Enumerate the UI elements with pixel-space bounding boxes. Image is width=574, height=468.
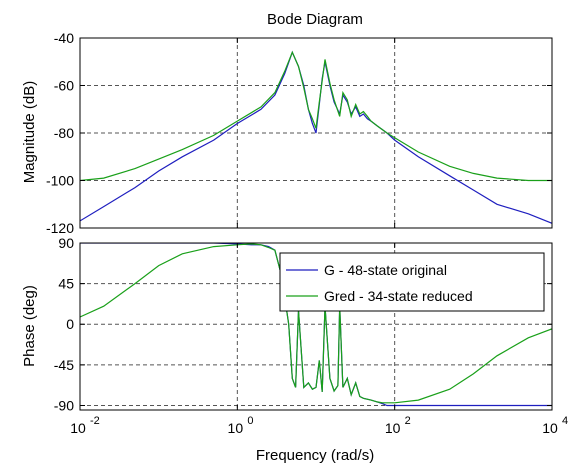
legend-box	[279, 252, 545, 312]
x-tick-label: 10	[385, 420, 401, 436]
magnitude-y-tick-label: -120	[46, 220, 74, 236]
magnitude-series-reduced	[80, 50, 552, 182]
legend-label-reduced: Gred - 34-state reduced	[324, 288, 473, 304]
x-axis-label: Frequency (rad/s)	[256, 447, 374, 464]
magnitude-y-tick-label: -100	[46, 173, 74, 189]
phase-y-tick-label: 90	[58, 235, 74, 251]
phase-y-label: Phase (deg)	[21, 285, 38, 367]
phase-y-tick-label: -45	[54, 357, 74, 373]
magnitude-plot: -120 -100 -80 -60 -40	[46, 30, 553, 236]
magnitude-y-tick-label: -80	[54, 125, 74, 141]
magnitude-y-tick-label: -60	[54, 78, 74, 94]
x-tick-exponent: -2	[90, 415, 100, 427]
x-tick-exponent: 0	[247, 415, 253, 427]
x-tick-label: 10	[228, 420, 244, 436]
chart-title: Bode Diagram	[267, 11, 363, 28]
phase-axes-frame	[79, 242, 553, 411]
phase-y-tick-label: 0	[66, 316, 74, 332]
x-tick-exponent: 2	[405, 415, 411, 427]
legend: G - 48-state original Gred - 34-state re…	[279, 252, 545, 312]
magnitude-y-tick-label: -40	[54, 30, 74, 46]
magnitude-y-label: Magnitude (dB)	[21, 81, 38, 184]
x-tick-label: 10	[542, 420, 558, 436]
phase-y-tick-label: -90	[54, 397, 74, 413]
x-tick-exponent: 4	[562, 415, 568, 427]
legend-label-original: G - 48-state original	[324, 262, 447, 278]
phase-series-reduced	[80, 243, 552, 404]
phase-y-tick-label: 45	[58, 276, 74, 292]
x-tick-label: 10	[70, 420, 86, 436]
